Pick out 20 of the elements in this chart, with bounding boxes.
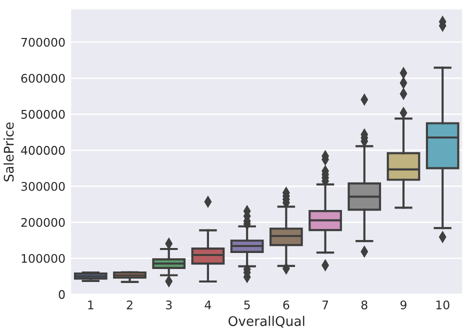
y-tick-label: 500000 xyxy=(21,110,65,119)
x-tick-label: 5 xyxy=(244,300,250,310)
y-tick-label: 600000 xyxy=(21,74,65,83)
y-tick-label: 0 xyxy=(58,290,65,299)
y-tick-label: 400000 xyxy=(21,146,65,155)
x-tick-label: 7 xyxy=(322,300,328,310)
y-tick-label: 100000 xyxy=(22,254,65,263)
x-tick-label: 1 xyxy=(88,300,94,310)
x-tick-label: 8 xyxy=(361,300,368,310)
x-tick-label: 4 xyxy=(204,300,212,310)
x-tick-label: 6 xyxy=(283,300,290,310)
y-tick-label: 200000 xyxy=(21,218,65,227)
x-axis-title: OverallQual xyxy=(228,316,304,328)
y-tick-label: 300000 xyxy=(21,182,65,191)
y-tick-label: 700000 xyxy=(21,38,65,47)
x-tick-label: 9 xyxy=(400,300,406,310)
x-tick-label: 2 xyxy=(126,300,132,310)
x-tick-label: 3 xyxy=(166,300,172,310)
y-axis-title: SalePrice xyxy=(4,122,14,182)
x-tick-label: 10 xyxy=(436,300,450,310)
